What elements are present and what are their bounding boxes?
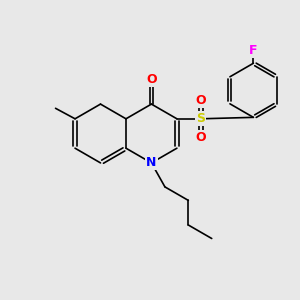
Text: S: S <box>196 112 206 125</box>
Text: F: F <box>249 44 258 57</box>
Text: O: O <box>196 94 206 107</box>
Text: O: O <box>146 73 157 86</box>
Text: N: N <box>146 156 157 170</box>
Text: O: O <box>196 131 206 144</box>
